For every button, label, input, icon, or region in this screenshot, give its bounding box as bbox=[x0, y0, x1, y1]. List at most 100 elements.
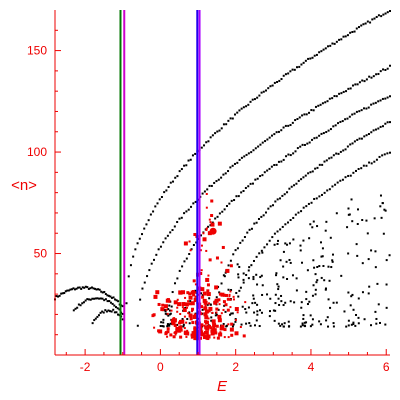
black-point bbox=[358, 137, 361, 140]
black-point bbox=[306, 303, 309, 306]
black-point bbox=[231, 164, 234, 167]
black-point bbox=[121, 312, 124, 315]
black-point bbox=[78, 286, 81, 289]
black-point bbox=[213, 181, 216, 184]
red-point bbox=[186, 291, 190, 295]
red-point bbox=[167, 299, 171, 303]
black-point bbox=[253, 311, 256, 314]
black-point bbox=[287, 153, 290, 156]
black-point bbox=[146, 275, 149, 278]
black-point bbox=[332, 125, 335, 128]
red-point bbox=[186, 306, 189, 309]
red-point bbox=[205, 206, 208, 209]
black-point bbox=[254, 147, 257, 150]
black-point bbox=[296, 117, 299, 120]
black-point bbox=[329, 306, 332, 309]
black-point bbox=[307, 202, 310, 205]
red-point bbox=[214, 298, 219, 303]
black-point bbox=[381, 202, 384, 205]
black-point bbox=[283, 322, 286, 325]
red-point bbox=[185, 335, 188, 338]
black-point bbox=[347, 207, 350, 210]
black-point bbox=[320, 50, 323, 53]
red-point bbox=[192, 315, 197, 320]
red-point bbox=[200, 244, 203, 247]
black-point bbox=[383, 153, 386, 156]
black-point bbox=[328, 157, 331, 160]
black-point bbox=[223, 304, 226, 307]
red-point bbox=[217, 221, 222, 226]
red-point bbox=[216, 336, 220, 340]
black-point bbox=[319, 241, 322, 244]
black-point bbox=[361, 262, 364, 265]
black-point bbox=[99, 297, 102, 300]
black-point bbox=[229, 313, 232, 316]
black-point bbox=[155, 253, 158, 256]
black-point bbox=[148, 269, 151, 272]
black-point bbox=[57, 295, 60, 298]
black-point bbox=[183, 164, 186, 167]
black-point bbox=[79, 304, 82, 307]
black-point bbox=[168, 323, 171, 326]
black-point bbox=[292, 216, 295, 219]
red-point bbox=[207, 231, 212, 236]
black-point bbox=[382, 68, 385, 71]
red-point bbox=[218, 292, 222, 296]
black-point bbox=[182, 323, 185, 326]
black-point bbox=[260, 274, 263, 277]
black-point bbox=[215, 296, 218, 299]
data-points bbox=[54, 10, 391, 341]
black-point bbox=[223, 275, 226, 278]
black-point bbox=[313, 54, 316, 57]
black-point bbox=[282, 126, 285, 129]
black-point bbox=[247, 152, 250, 155]
red-point bbox=[169, 333, 173, 337]
black-point bbox=[300, 63, 303, 66]
red-point bbox=[191, 310, 194, 313]
red-point bbox=[228, 293, 231, 296]
black-point bbox=[311, 170, 314, 173]
black-point bbox=[316, 265, 319, 268]
black-point bbox=[288, 187, 291, 190]
black-point bbox=[288, 242, 291, 245]
black-point bbox=[330, 156, 333, 159]
black-point bbox=[225, 325, 228, 328]
black-point bbox=[218, 129, 221, 132]
black-point bbox=[221, 210, 224, 213]
black-point bbox=[370, 131, 373, 134]
red-point bbox=[219, 326, 224, 331]
black-point bbox=[243, 236, 246, 239]
black-point bbox=[333, 42, 336, 45]
red-point bbox=[220, 292, 225, 297]
black-point bbox=[270, 165, 273, 168]
red-point bbox=[194, 283, 197, 286]
red-point bbox=[193, 233, 197, 237]
black-point bbox=[327, 129, 330, 132]
black-point bbox=[361, 218, 364, 221]
black-point bbox=[63, 292, 66, 295]
black-point bbox=[342, 35, 345, 38]
black-point bbox=[334, 124, 337, 127]
black-point bbox=[278, 79, 281, 82]
black-point bbox=[291, 121, 294, 124]
red-point bbox=[178, 321, 182, 325]
black-point bbox=[169, 322, 172, 325]
black-point bbox=[271, 134, 274, 137]
black-point bbox=[166, 234, 169, 237]
black-point bbox=[324, 101, 327, 104]
black-point bbox=[101, 310, 104, 313]
black-point bbox=[176, 175, 179, 178]
red-point bbox=[199, 330, 204, 335]
black-point bbox=[195, 241, 198, 244]
red-point bbox=[174, 330, 178, 334]
black-point bbox=[364, 22, 367, 25]
black-point bbox=[247, 306, 250, 309]
black-point bbox=[108, 300, 111, 303]
black-point bbox=[355, 27, 358, 30]
black-point bbox=[311, 318, 314, 321]
black-point bbox=[331, 185, 334, 188]
red-point bbox=[204, 320, 209, 325]
black-point bbox=[372, 102, 375, 105]
red-point bbox=[215, 256, 219, 260]
red-point bbox=[236, 311, 239, 314]
